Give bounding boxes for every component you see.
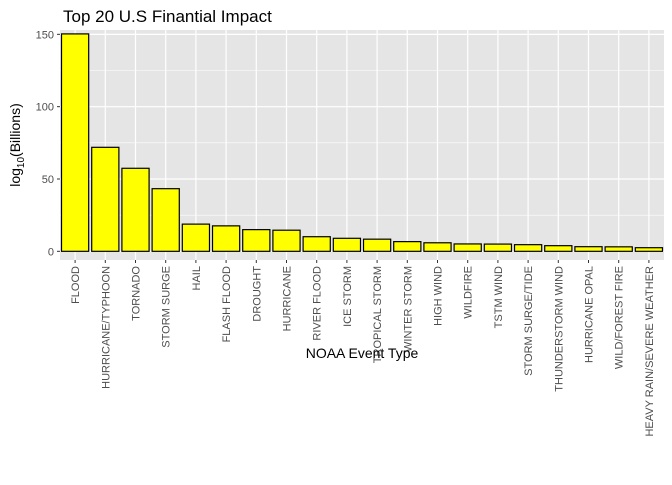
x-tick-label: HEAVY RAIN/SEVERE WEATHER (644, 266, 656, 437)
bar (272, 229, 301, 252)
x-tick-label: THUNDERSTORM WIND (553, 266, 565, 392)
y-axis-title: log10(Billions) (7, 103, 27, 187)
x-tick-label: STORM SURGE/TIDE (523, 266, 535, 376)
bar (453, 243, 482, 252)
x-axis: FLOOD HURRICANE/TYPHOON TORNADO STORM SURGE… (70, 260, 656, 437)
x-tick-label: HURRICANE/TYPHOON (100, 266, 112, 389)
bars-group (60, 33, 664, 252)
bar (211, 225, 241, 252)
x-tick-label: STORM SURGE (161, 266, 173, 348)
x-tick-label: WILDFIRE (463, 266, 475, 319)
x-tick-label: WILD/FOREST FIRE (614, 266, 626, 369)
bar (181, 223, 211, 252)
y-tick-label: 150 (36, 29, 54, 41)
x-axis-title: NOAA Event Type (306, 345, 419, 361)
x-tick-label: TROPICAL STORM (372, 266, 384, 363)
y-axis-title-subscript: 10 (16, 157, 27, 169)
bar (302, 236, 331, 252)
bar (634, 247, 664, 252)
bar (513, 244, 543, 252)
chart-title: Top 20 U.S Finantial Impact (63, 7, 272, 26)
x-tick-label: TSTM WIND (493, 266, 505, 328)
bar (91, 146, 120, 252)
x-tick-label: HURRICANE OPAL (584, 266, 596, 363)
bar (393, 241, 422, 252)
x-tick-label: HURRICANE (282, 266, 294, 331)
x-tick-label: DROUGHT (251, 266, 263, 322)
plot-panel (60, 30, 664, 260)
x-tick-label: HIGH WIND (433, 266, 445, 326)
x-tick-label: HAIL (191, 266, 203, 290)
x-tick-label: FLASH FLOOD (221, 266, 233, 342)
x-tick-label: FLOOD (70, 266, 82, 304)
y-tick-label: 100 (36, 102, 54, 114)
bar (60, 33, 90, 252)
y-tick-label: 0 (48, 246, 54, 258)
bar (604, 246, 633, 252)
major-gridlines (60, 30, 664, 260)
bar (151, 188, 180, 252)
y-axis-title-units: (Billions) (7, 103, 23, 157)
y-tick-label: 50 (42, 174, 54, 186)
bar (362, 238, 392, 252)
bar (242, 229, 271, 252)
x-tick-label: TORNADO (131, 266, 143, 321)
bar (423, 242, 452, 252)
y-axis: 0 50 100 150 (36, 29, 60, 258)
bar (121, 167, 150, 252)
bar (483, 243, 513, 252)
x-tick-label: WINTER STORM (402, 266, 414, 352)
bar (332, 237, 362, 252)
x-tick-label: ICE STORM (342, 266, 354, 327)
bar (544, 245, 573, 252)
x-tick-label: RIVER FLOOD (312, 266, 324, 341)
y-axis-title-log: log (7, 168, 23, 187)
bar (574, 246, 603, 252)
